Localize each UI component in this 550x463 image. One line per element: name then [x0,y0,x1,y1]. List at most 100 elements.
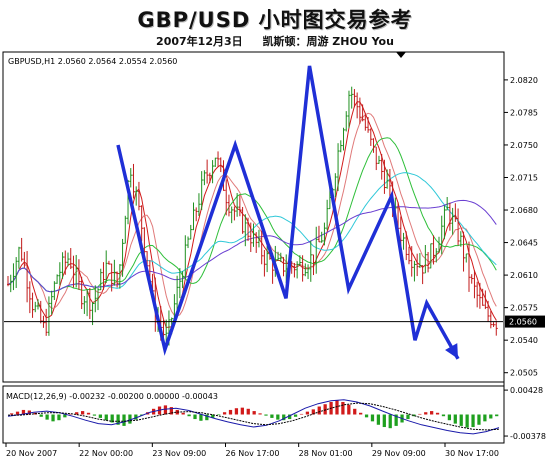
macd-histogram-bar [489,414,493,419]
price-tick-label: 2.0715 [510,173,538,182]
macd-histogram-bar [335,400,339,415]
macd-histogram-bar [453,414,457,424]
macd-histogram-bar [477,414,481,425]
macd-histogram-layer: 0.00428 -0.00378 [7,386,546,441]
macd-histogram-bar [92,414,97,416]
chart-shift-marker [396,52,406,58]
subtitle-date: 2007年12月3日 [156,35,243,48]
macd-histogram-bar [63,414,67,418]
macd-histogram-bar [110,414,114,423]
macd-histogram-bar [240,407,244,415]
macd-histogram-bar [98,414,102,418]
macd-histogram-bar [424,412,428,415]
chart-subtitle: 2007年12月3日 凯斯顿：周游 ZHOU You [0,33,550,49]
macd-line [7,399,500,435]
macd-histogram-bar [122,414,126,426]
macd-histogram-bar [359,412,363,415]
price-tick-label: 2.0750 [510,141,538,150]
macd-histogram-bar [187,414,191,417]
macd-histogram-bar [394,414,398,426]
macd-histogram-bar [116,414,120,425]
macd-histogram-bar [199,414,203,421]
macd-histogram-bar [495,414,499,417]
macd-histogram-bar [364,414,369,418]
macd-histogram-bar [264,414,268,416]
macd-histogram-bar [258,413,262,415]
macd-histogram-bar [305,411,310,415]
price-tick-label: 2.0820 [510,76,538,85]
macd-histogram-bar [483,414,487,422]
macd-histogram-bar [211,414,215,418]
price-panel [2,51,505,383]
time-tick-label: 26 Nov 17:00 [226,449,280,458]
macd-histogram-bar [222,412,227,415]
macd-histogram-bar [382,414,386,428]
time-axis-labels: 20 Nov 2007 22 Nov 00:00 23 Nov 09:00 26 No… [5,443,499,458]
price-tick-label: 2.0680 [510,206,538,215]
macd-histogram-bar [80,411,85,415]
macd-histogram-bar [10,413,14,415]
moving-average-line [7,112,497,317]
time-tick-label: 23 Nov 09:00 [152,449,206,458]
current-price-label: 2.0560 [509,318,537,327]
macd-histogram-bar [323,404,327,415]
macd-histogram-bar [435,412,440,415]
macd-histogram-bar [406,414,410,420]
macd-histogram-bar [459,414,463,426]
time-tick-label: 20 Nov 2007 [6,449,57,458]
macd-histogram-bar [193,414,197,420]
price-tick-label: 2.0610 [510,271,538,280]
current-price-tag [505,315,545,328]
macd-histogram-bar [465,414,469,428]
price-tick-label: 2.0575 [510,304,538,313]
price-axis-labels: 2.0820 2.0785 2.0750 2.0715 2.0680 2.0645 2.06… [4,76,545,378]
time-tick-label: 29 Nov 09:00 [372,449,426,458]
time-tick-label: 28 Nov 01:00 [299,449,353,458]
macd-histogram-bar [276,414,280,420]
price-tick-label: 2.0645 [510,239,538,248]
subtitle-author: 凯斯顿：周游 ZHOU You [262,35,394,48]
trend-arrowhead [445,343,458,359]
macd-histogram-bar [75,412,79,415]
chart-title: GBP/USD 小时图交易参考 [137,8,413,32]
macd-histogram-bar [69,413,73,415]
macd-histogram-bar [388,414,392,429]
macd-tick-label: 0.00428 [510,386,543,395]
macd-signal-line [8,402,500,431]
macd-histogram-bar [51,414,55,422]
macd-histogram-bar [86,412,91,415]
macd-histogram-bar [311,409,315,415]
macd-histogram-bar [15,411,20,415]
macd-histogram-bar [169,407,173,415]
macd-tick-label: -0.00378 [510,432,546,441]
macd-histogram-bar [270,414,274,418]
candlestick-layer [7,86,498,346]
macd-panel-header: MACD(12,26,9) -0.00232 -0.00200 0.00000 … [6,392,218,401]
macd-histogram-bar [21,409,26,415]
moving-average-line [7,199,497,293]
price-tick-label: 2.0785 [510,108,538,117]
macd-histogram-bar [175,409,179,415]
macd-histogram-bar [39,414,43,417]
macd-histogram-bar [246,408,250,415]
macd-histogram-bar [347,404,351,415]
macd-histogram-bar [228,409,233,415]
macd-histogram-bar [430,411,434,415]
time-tick-label: 30 Nov 17:00 [445,449,499,458]
macd-histogram-bar [317,406,321,415]
macd-histogram-bar [205,414,209,421]
macd-histogram-bar [134,414,138,420]
macd-histogram-bar [57,414,61,421]
macd-histogram-bar [293,414,298,417]
macd-histogram-bar [353,408,357,415]
macd-histogram-bar [447,414,452,421]
macd-histogram-bar [217,414,221,416]
macd-histogram-bar [376,414,381,425]
macd-histogram-bar [299,413,304,415]
macd-histogram-bar [104,414,108,421]
macd-histogram-bar [163,405,168,415]
macd-histogram-bar [418,413,422,415]
price-tick-label: 2.0540 [510,336,538,345]
macd-histogram-bar [370,414,375,422]
